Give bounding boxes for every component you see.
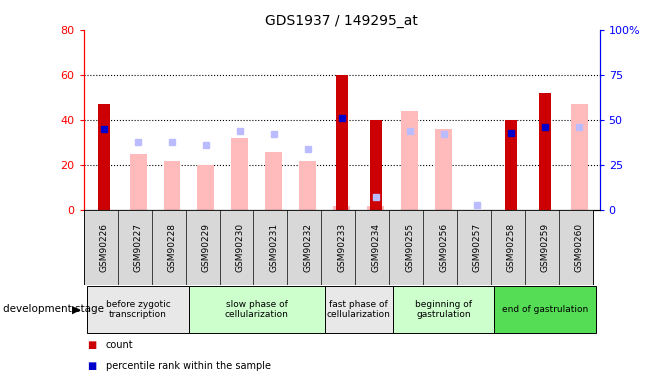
Text: percentile rank within the sample: percentile rank within the sample (106, 361, 271, 370)
Bar (367, 206, 384, 210)
Bar (494, 286, 596, 333)
Text: GSM90260: GSM90260 (575, 223, 584, 272)
Text: GSM90234: GSM90234 (371, 223, 380, 272)
Text: slow phase of
cellularization: slow phase of cellularization (225, 300, 289, 319)
Text: GSM90258: GSM90258 (507, 223, 516, 272)
Text: GSM90233: GSM90233 (337, 223, 346, 272)
Bar (163, 160, 180, 210)
Bar (265, 152, 282, 210)
Text: GSM90227: GSM90227 (133, 223, 143, 272)
Bar (189, 286, 325, 333)
Bar (505, 120, 517, 210)
Text: ▶: ▶ (72, 304, 81, 314)
Text: development stage: development stage (3, 304, 105, 314)
Text: GSM90228: GSM90228 (168, 223, 176, 272)
Bar (87, 286, 189, 333)
Text: beginning of
gastrulation: beginning of gastrulation (415, 300, 472, 319)
Text: GSM90229: GSM90229 (202, 223, 210, 272)
Bar (325, 286, 393, 333)
Text: GSM90255: GSM90255 (405, 223, 414, 272)
Bar (231, 138, 249, 210)
Bar (393, 286, 494, 333)
Text: before zygotic
transcription: before zygotic transcription (106, 300, 170, 319)
Title: GDS1937 / 149295_at: GDS1937 / 149295_at (265, 13, 418, 28)
Text: GSM90230: GSM90230 (235, 223, 245, 272)
Bar (370, 120, 382, 210)
Bar (571, 104, 588, 210)
Bar (539, 93, 551, 210)
Bar (435, 129, 452, 210)
Bar (129, 154, 147, 210)
Text: ■: ■ (87, 340, 96, 350)
Text: end of gastrulation: end of gastrulation (502, 305, 588, 314)
Text: GSM90232: GSM90232 (304, 223, 312, 272)
Text: count: count (106, 340, 133, 350)
Bar (299, 160, 316, 210)
Bar (98, 104, 110, 210)
Text: GSM90231: GSM90231 (269, 223, 278, 272)
Text: GSM90256: GSM90256 (439, 223, 448, 272)
Text: ■: ■ (87, 361, 96, 370)
Text: fast phase of
cellularization: fast phase of cellularization (327, 300, 391, 319)
Bar (336, 75, 348, 210)
Text: GSM90257: GSM90257 (473, 223, 482, 272)
Bar (198, 165, 214, 210)
Text: GSM90259: GSM90259 (541, 223, 550, 272)
Text: GSM90226: GSM90226 (100, 223, 109, 272)
Bar (401, 111, 418, 210)
Bar (333, 206, 350, 210)
